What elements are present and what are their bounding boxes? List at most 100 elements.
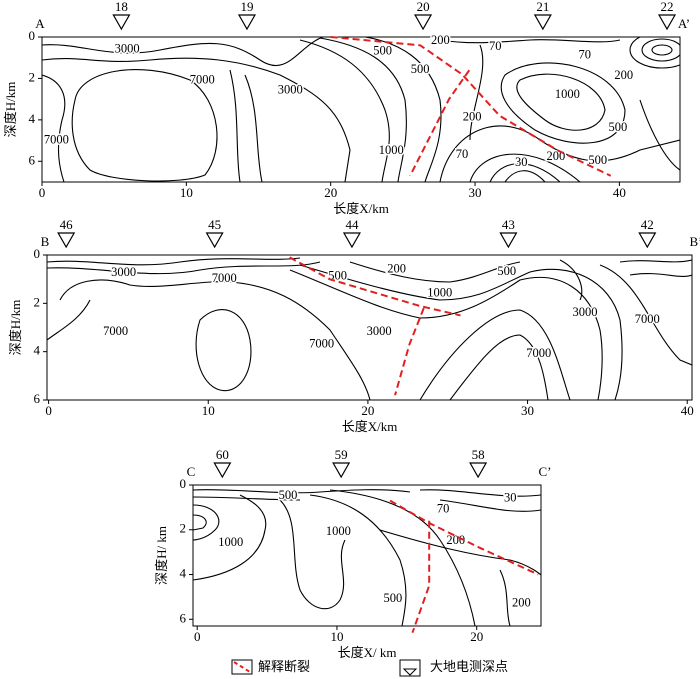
contour-label: 7000 — [103, 324, 128, 338]
y-tick-label: 6 — [180, 610, 187, 625]
contour-line — [59, 279, 371, 400]
legend-fault-label: 解释断裂 — [258, 659, 310, 674]
contour-label: 70 — [578, 48, 591, 62]
station-label: 20 — [417, 0, 430, 14]
contour-line — [193, 514, 207, 531]
contour-label: 500 — [279, 488, 298, 502]
station-marker — [469, 462, 488, 479]
contour-line — [469, 153, 581, 182]
section-start: C — [187, 464, 196, 479]
contour-line — [500, 62, 626, 144]
contour-label: 200 — [431, 33, 450, 47]
contour-label: 500 — [411, 62, 430, 76]
y-tick-label: 2 — [34, 294, 41, 309]
contour-label: 500 — [497, 264, 516, 278]
contour-line — [42, 74, 66, 182]
legend-station-box — [399, 659, 421, 677]
fault-line — [389, 499, 539, 576]
y-tick-label: 6 — [29, 152, 36, 167]
y-tick-label: 0 — [34, 246, 41, 261]
contour-line — [469, 44, 484, 141]
contour-line — [629, 37, 680, 69]
x-tick-label: 0 — [45, 403, 52, 418]
plot-frame — [46, 254, 693, 401]
section-end: B’ — [690, 234, 700, 249]
station-marker — [205, 232, 224, 249]
contour-line — [599, 264, 692, 366]
fault-line — [409, 69, 471, 177]
station-marker — [112, 14, 131, 31]
contour-line — [244, 74, 263, 182]
contour-line — [289, 269, 603, 400]
contour-line — [42, 37, 325, 67]
x-tick-label: 30 — [469, 185, 482, 200]
station-marker — [638, 232, 657, 249]
contour-line — [559, 259, 583, 301]
station-label: 42 — [641, 217, 654, 232]
contour-line — [439, 499, 541, 512]
contour-line — [299, 264, 623, 400]
station-label: 22 — [661, 0, 674, 14]
contour-label: 3000 — [278, 83, 303, 97]
y-tick-label: 6 — [34, 391, 41, 406]
contour-label: 200 — [446, 533, 465, 547]
contour-label: 500 — [373, 43, 392, 57]
contour-label: 3000 — [573, 305, 598, 319]
x-tick-label: 40 — [613, 185, 626, 200]
contours-a — [42, 37, 680, 182]
contour-line — [639, 99, 680, 171]
station-label: 45 — [208, 217, 221, 232]
contour-label: 200 — [463, 110, 482, 124]
contour-line — [499, 569, 511, 626]
legend-station-icon — [402, 668, 418, 676]
station-label: 19 — [240, 0, 253, 14]
legend-station-label: 大地电测深点 — [430, 659, 508, 674]
legend: 解释断裂 大地电测深点 — [231, 659, 508, 677]
section-end: A’ — [678, 16, 690, 31]
station-label: 60 — [216, 447, 229, 462]
x-tick-label: 30 — [521, 403, 534, 418]
station-label: 46 — [60, 217, 74, 232]
contour-line — [279, 499, 346, 610]
contour-line — [309, 494, 407, 626]
y-tick-label: 4 — [29, 111, 36, 126]
station-marker — [237, 14, 257, 31]
contour-line — [193, 496, 301, 501]
contour-line — [193, 489, 411, 494]
contour-line — [449, 334, 549, 400]
y-axis-label: 深度H/km — [3, 82, 18, 138]
y-tick-label: 4 — [180, 566, 187, 581]
contour-label: 3000 — [111, 265, 136, 279]
y-tick-label: 0 — [180, 476, 187, 491]
plot-frame — [192, 484, 542, 627]
y-axis-label: 深度H/km — [8, 300, 23, 356]
contour-label: 7000 — [635, 312, 660, 326]
y-tick-label: 2 — [29, 69, 36, 84]
contour-line — [379, 529, 541, 576]
section-start: A — [35, 16, 45, 31]
contour-line — [319, 37, 407, 182]
station-label: 58 — [472, 447, 485, 462]
contour-line — [516, 73, 606, 131]
contour-label: 200 — [512, 595, 531, 609]
x-tick-label: 20 — [361, 403, 374, 418]
contour-line — [619, 259, 692, 263]
contour-line — [71, 69, 218, 182]
station-label: 43 — [502, 217, 515, 232]
contour-label: 7000 — [309, 336, 334, 350]
contour-label: 3000 — [115, 41, 140, 55]
contour-label: 1000 — [326, 524, 351, 538]
fault-line — [394, 307, 425, 396]
contours-b — [47, 257, 692, 400]
contour-label: 500 — [383, 591, 402, 605]
contour-line — [195, 309, 252, 392]
station-marker — [57, 232, 76, 249]
contour-line — [419, 489, 541, 497]
legend-fault-box — [231, 659, 253, 675]
y-tick-label: 0 — [29, 28, 36, 43]
contour-label: 7000 — [212, 271, 237, 285]
plot-frame — [41, 36, 681, 183]
contour-line — [193, 504, 220, 541]
station-label: 59 — [335, 447, 348, 462]
contour-label: 70 — [456, 147, 469, 161]
